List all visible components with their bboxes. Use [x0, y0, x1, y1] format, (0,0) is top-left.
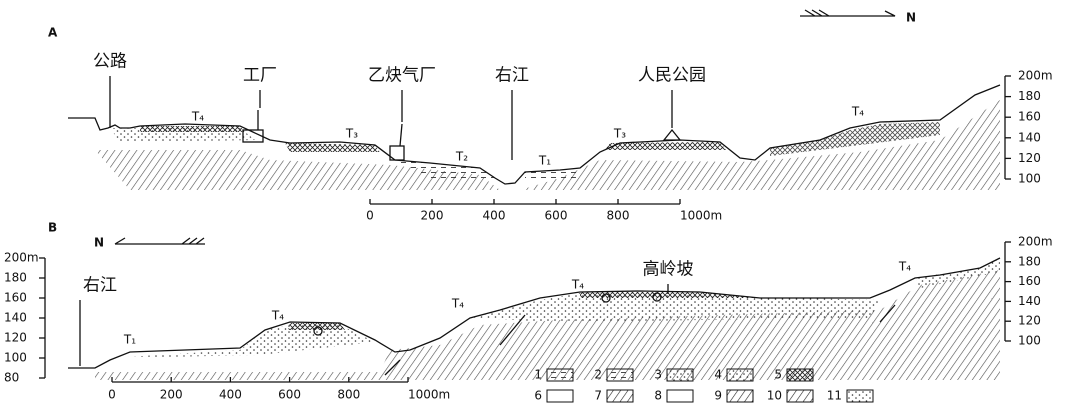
elevation-label: 120 [4, 331, 27, 345]
section-label: B [48, 221, 57, 235]
legend-swatch [667, 369, 693, 381]
scale-label: 0 [366, 209, 374, 223]
scale-label: 800 [337, 388, 360, 402]
north-arrow-b [115, 238, 205, 244]
place-label: 右江 [83, 276, 117, 296]
scale-label: 400 [219, 388, 242, 402]
legend-swatch [787, 390, 813, 402]
elevation-label: 160 [1018, 274, 1041, 288]
north-label: N [94, 236, 104, 250]
legend-number: 7 [594, 389, 602, 403]
legend-number: 1 [534, 368, 542, 382]
terrace-label: T₄ [451, 297, 464, 311]
north-arrow-a [800, 10, 895, 16]
legend-number: 6 [534, 389, 542, 403]
legend-number: 11 [827, 389, 842, 403]
place-label: 高岭坡 [643, 260, 694, 280]
legend-number: 10 [767, 389, 782, 403]
north-label: N [906, 11, 916, 25]
legend-swatch [607, 390, 633, 402]
place-label: 工厂 [243, 66, 277, 86]
legend-number: 2 [594, 368, 602, 382]
terrace-label: T₄ [191, 110, 204, 124]
scale-label: 200 [421, 209, 444, 223]
elevation-label: 160 [4, 291, 27, 305]
place-label: 公路 [93, 52, 127, 72]
section-a-profile [68, 85, 1000, 190]
elevation-label: 200m [1018, 69, 1053, 83]
terrace-label: T₃ [613, 127, 626, 141]
legend-swatch [607, 369, 633, 381]
scale-label: 600 [278, 388, 301, 402]
place-label: 乙炔气厂 [368, 66, 436, 86]
place-label: 右江 [495, 66, 529, 86]
legend-swatch [787, 369, 813, 381]
legend-number: 9 [714, 389, 722, 403]
elevation-label: 160 [1018, 110, 1041, 124]
scale-label: 0 [108, 388, 116, 402]
terrace-label: T₂ [455, 150, 468, 164]
terrace-label: T₄ [898, 260, 911, 274]
legend-number: 5 [774, 368, 782, 382]
scale-label: 800 [607, 209, 630, 223]
legend-number: 4 [714, 368, 722, 382]
elevation-label: 140 [1018, 130, 1041, 144]
section-label: A [48, 26, 58, 40]
legend-swatch [727, 369, 753, 381]
legend-number: 8 [654, 389, 662, 403]
terrace-label: T₁ [123, 333, 136, 347]
scale-label: 200 [160, 388, 183, 402]
terrace-label: T₄ [271, 309, 284, 323]
legend-swatch [727, 390, 753, 402]
elevation-label: 100 [1018, 172, 1041, 186]
elevation-label: 100 [4, 351, 27, 365]
elevation-label: 80 [4, 371, 19, 385]
legend-swatch [547, 390, 573, 402]
elevation-label: 140 [4, 311, 27, 325]
elevation-label: 200m [4, 251, 39, 265]
scale-label: 1000m [680, 209, 722, 223]
legend-swatch [667, 390, 693, 402]
place-label: 人民公园 [638, 66, 706, 86]
terrace-label: T₄ [571, 278, 584, 292]
terrace-label: T₁ [538, 154, 551, 168]
elevation-label: 200m [1018, 235, 1053, 249]
geologic-sections: ANBN公路工厂乙炔气厂右江人民公园T₄T₃T₂T₁T₃T₄0200400600… [0, 0, 1065, 411]
scale-label: 600 [545, 209, 568, 223]
elevation-label: 120 [1018, 314, 1041, 328]
terrace-label: T₃ [345, 127, 358, 141]
legend-swatch [547, 369, 573, 381]
legend-swatch [847, 390, 873, 402]
legend-number: 3 [654, 368, 662, 382]
elevation-label: 120 [1018, 151, 1041, 165]
elevation-label: 180 [1018, 89, 1041, 103]
elevation-label: 140 [1018, 294, 1041, 308]
terrace-label: T₄ [851, 105, 864, 119]
elevation-label: 100 [1018, 334, 1041, 348]
section-b-profile [68, 258, 1000, 380]
elevation-label: 180 [4, 271, 27, 285]
scale-label: 400 [483, 209, 506, 223]
scale-label: 1000m [408, 388, 450, 402]
elevation-label: 180 [1018, 254, 1041, 268]
